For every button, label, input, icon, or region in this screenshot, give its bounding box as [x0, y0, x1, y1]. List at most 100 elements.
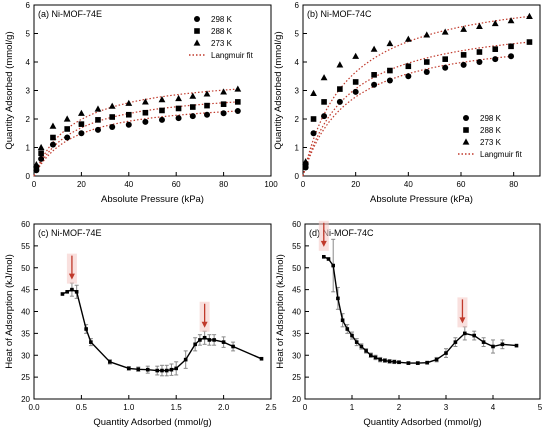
y-tick-label: 35	[21, 329, 30, 338]
x-tick-label: 3	[444, 403, 449, 412]
legend-marker-square	[194, 28, 200, 34]
y-tick-label: 45	[21, 286, 30, 295]
data-point	[322, 255, 326, 259]
data-point-circle	[423, 68, 430, 75]
x-tick-label: 80	[509, 180, 518, 189]
data-point	[354, 340, 359, 344]
data-point-circle	[352, 88, 359, 95]
x-tick-label: 2	[397, 403, 402, 412]
data-point-circle	[371, 81, 378, 88]
langmuir-fit-curve	[302, 55, 512, 177]
panel-label: (b) Ni-MOF-74C	[307, 9, 372, 19]
data-point-triangle	[352, 52, 360, 59]
x-tick-label: 60	[457, 180, 466, 189]
data-point-triangle	[423, 31, 431, 38]
x-tick-label: 0.0	[28, 403, 40, 412]
legend-marker-circle	[194, 16, 200, 22]
legend-label: 273 K	[480, 138, 502, 147]
y-tick-label: 25	[292, 373, 301, 382]
x-tick-label: 5	[538, 403, 543, 412]
x-tick-label: 60	[172, 180, 181, 189]
y-tick-label: 20	[21, 395, 30, 404]
data-point-triangle	[37, 143, 45, 151]
arrow-head	[201, 321, 208, 328]
data-point	[514, 343, 519, 348]
data-point	[89, 340, 93, 344]
x-tick-label: 4	[491, 403, 496, 412]
data-point	[60, 292, 65, 296]
data-point-square	[352, 79, 359, 85]
data-point	[463, 331, 467, 336]
data-point-circle	[49, 141, 56, 148]
data-point	[378, 357, 382, 362]
data-point	[472, 333, 476, 338]
data-point-square	[492, 46, 499, 52]
data-point	[169, 367, 174, 372]
data-point	[127, 366, 131, 371]
data-point	[212, 338, 216, 342]
data-point	[193, 342, 197, 347]
data-point-triangle	[526, 12, 533, 19]
x-tick-label: 40	[124, 180, 133, 189]
y-tick-label: 3	[295, 87, 300, 96]
data-point	[198, 338, 202, 342]
data-point	[183, 357, 188, 362]
data-point	[453, 340, 458, 344]
data-point-circle	[442, 64, 449, 71]
data-point	[397, 360, 401, 365]
y-tick-label: 20	[292, 395, 301, 404]
panel-label: (d) Ni-MOF-74C	[309, 228, 374, 238]
y-tick-label: 5	[295, 30, 300, 39]
y-tick-label: 6	[295, 1, 300, 10]
data-point	[160, 368, 164, 373]
data-point-square	[405, 63, 412, 70]
data-point-triangle	[78, 109, 85, 116]
y-axis-label: Heat of Adsorption (kJ/mol)	[4, 254, 15, 369]
x-tick-label: 0	[32, 180, 37, 189]
data-point	[65, 290, 69, 294]
y-tick-label: 2	[26, 115, 31, 124]
data-point-triangle	[320, 74, 328, 81]
data-point-circle	[460, 61, 467, 68]
y-axis-label: Quantity Adsorbed (mmol/g)	[273, 31, 284, 149]
data-point	[373, 355, 378, 360]
data-point-circle	[38, 155, 45, 162]
data-point-triangle	[491, 19, 499, 27]
x-tick-label: 40	[404, 180, 413, 189]
data-point-square	[476, 49, 483, 55]
data-point-square	[337, 86, 343, 92]
data-point	[444, 351, 448, 355]
data-point	[108, 360, 112, 364]
x-tick-label: 1	[350, 403, 355, 412]
data-point-circle	[508, 53, 515, 60]
y-tick-label: 30	[21, 351, 30, 360]
x-axis-label: Quantity Adsorbed (mmol/g)	[93, 417, 211, 428]
y-tick-label: 25	[21, 373, 30, 382]
legend-marker-circle	[463, 115, 469, 121]
data-point	[345, 327, 350, 331]
x-axis-label: Quantity Adsorbed (mmol/g)	[363, 417, 481, 428]
data-point-circle	[321, 113, 328, 120]
data-point	[434, 357, 439, 362]
data-point-square	[109, 114, 116, 120]
y-tick-label: 4	[26, 58, 31, 67]
data-point-square	[526, 39, 533, 45]
data-point-square	[142, 109, 149, 116]
x-axis-label: Absolute Pressure (kPa)	[370, 194, 473, 205]
y-tick-label: 6	[26, 1, 31, 10]
x-tick-label: 0	[303, 403, 308, 412]
data-point-triangle	[336, 61, 344, 68]
data-point-square	[50, 134, 56, 141]
data-point	[145, 367, 150, 372]
data-point-square	[159, 107, 165, 114]
data-point-square	[442, 56, 448, 62]
data-point	[383, 358, 387, 363]
data-point-triangle	[32, 161, 40, 168]
data-point	[387, 359, 392, 364]
legend-marker-triangle	[462, 138, 470, 145]
data-point	[416, 361, 420, 365]
data-point-triangle	[49, 122, 57, 129]
data-point	[340, 318, 345, 323]
y-tick-label: 60	[21, 220, 30, 229]
chart-panel-2: 0 20 40 60 80 0 1 2 3 4 5 6 Absolute Pressure (kPa) Q…	[273, 1, 541, 205]
